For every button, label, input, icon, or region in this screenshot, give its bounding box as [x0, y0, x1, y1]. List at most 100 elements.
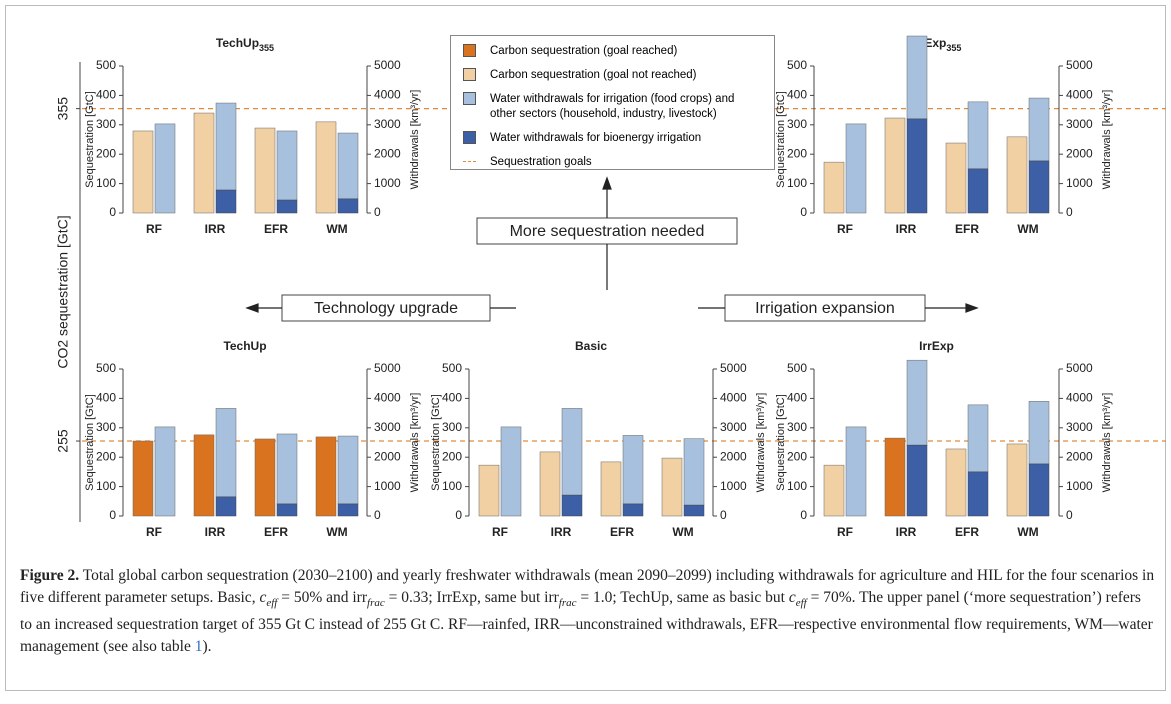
- sequestration-bar: [478, 464, 500, 517]
- annotation-box: [476, 217, 738, 245]
- y2-tick-label: 3000: [1066, 420, 1093, 434]
- y-tick-label: 200: [442, 449, 462, 463]
- legend-item: Sequestration goals: [463, 155, 766, 170]
- legend-item: Water withdrawals for bioenergy irrigati…: [463, 131, 766, 146]
- caption-text: = 50% and irr: [277, 589, 368, 606]
- y2-tick-label: 4000: [1066, 391, 1093, 405]
- x-tick-label: RF: [837, 525, 853, 539]
- y-axis-label: Sequestration [GtC]: [430, 394, 442, 491]
- withdrawal-bioenergy-bar: [622, 503, 644, 517]
- y2-tick-label: 5000: [374, 58, 401, 72]
- withdrawal-bioenergy-bar: [1028, 463, 1050, 517]
- withdrawal-bioenergy-bar: [1028, 160, 1050, 214]
- withdrawal-other-bar: [276, 433, 298, 505]
- y-tick-label: 300: [442, 420, 462, 434]
- y2-tick-label: 2000: [374, 146, 401, 160]
- y-tick-label: 200: [787, 146, 807, 160]
- legend-label: Water withdrawals for irrigation (food c…: [490, 93, 735, 120]
- panel-title: Basic: [575, 339, 607, 353]
- caption-text: frac: [367, 597, 385, 610]
- y2-tick-label: 3000: [374, 117, 401, 131]
- withdrawal-other-bar: [906, 359, 928, 446]
- y2-tick-label: 0: [720, 508, 727, 522]
- y2-tick-label: 2000: [720, 449, 747, 463]
- withdrawal-other-bar: [500, 426, 522, 517]
- co2-tick-label: 355: [55, 97, 71, 121]
- y2-tick-label: 0: [1066, 205, 1073, 219]
- sequestration-bar: [884, 437, 906, 517]
- caption-text: c: [259, 589, 267, 606]
- withdrawal-other-bar: [215, 408, 237, 498]
- legend-swatch: [463, 44, 476, 57]
- panel-title: TechUp355: [216, 36, 274, 53]
- sequestration-bar: [539, 451, 561, 517]
- y-tick-label: 0: [455, 508, 462, 522]
- y2-tick-label: 5000: [1066, 361, 1093, 375]
- withdrawal-other-bar: [1028, 401, 1050, 465]
- y2-tick-label: 5000: [720, 361, 747, 375]
- y2-axis-label: Withdrawals [km³/yr]: [409, 393, 421, 493]
- y-tick-label: 200: [96, 146, 116, 160]
- y-tick-label: 100: [96, 176, 116, 190]
- y2-tick-label: 1000: [374, 479, 401, 493]
- y2-tick-label: 4000: [1066, 88, 1093, 102]
- panel-title: TechUp: [223, 339, 266, 353]
- y2-tick-label: 1000: [1066, 479, 1093, 493]
- caption-text: eff: [795, 597, 807, 610]
- withdrawal-bioenergy-bar: [967, 471, 989, 517]
- withdrawal-other-bar: [906, 35, 928, 120]
- arrow-head: [965, 303, 979, 313]
- panel-title-text: TechUp: [223, 339, 266, 353]
- withdrawal-other-bar: [154, 123, 176, 214]
- caption-text: frac: [558, 597, 577, 610]
- x-tick-label: EFR: [955, 222, 979, 236]
- y-tick-label: 200: [96, 449, 116, 463]
- withdrawal-bioenergy-bar: [215, 496, 237, 517]
- y-tick-label: 100: [96, 479, 116, 493]
- y2-tick-label: 2000: [1066, 449, 1093, 463]
- figure-border: [5, 5, 1166, 691]
- y-axis-label: Sequestration [GtC]: [84, 394, 96, 491]
- withdrawal-bioenergy-bar: [215, 189, 237, 214]
- y2-tick-label: 4000: [374, 88, 401, 102]
- y-tick-label: 400: [787, 391, 807, 405]
- y-tick-label: 100: [787, 479, 807, 493]
- y-tick-label: 300: [96, 420, 116, 434]
- y-tick-label: 500: [96, 58, 116, 72]
- x-tick-label: IRR: [896, 222, 917, 236]
- withdrawal-other-bar: [683, 438, 705, 506]
- legend-swatch: [463, 68, 476, 81]
- withdrawal-other-bar: [845, 123, 867, 214]
- sequestration-bar: [600, 461, 622, 517]
- co2-tick-label: 255: [55, 429, 71, 453]
- y-axis-label: Sequestration [GtC]: [775, 394, 787, 491]
- y-tick-label: 0: [800, 205, 807, 219]
- withdrawal-bioenergy-bar: [276, 503, 298, 517]
- sequestration-bar: [193, 112, 215, 214]
- withdrawal-other-bar: [967, 404, 989, 473]
- y-tick-label: 0: [800, 508, 807, 522]
- x-tick-label: EFR: [264, 525, 288, 539]
- caption-text: Total global carbon sequestration (2030–…: [20, 567, 1155, 606]
- x-tick-label: EFR: [955, 525, 979, 539]
- y-tick-label: 300: [96, 117, 116, 131]
- legend-swatch: [463, 131, 476, 144]
- x-tick-label: RF: [837, 222, 853, 236]
- y-tick-label: 100: [787, 176, 807, 190]
- y-tick-label: 500: [787, 58, 807, 72]
- panel-title-text: TechUp: [216, 36, 259, 50]
- caption: Figure 2. Total global carbon sequestrat…: [20, 565, 1155, 658]
- caption-text: c: [788, 589, 796, 606]
- caption-text: eff: [266, 597, 278, 610]
- legend-item: Carbon sequestration (goal not reached): [463, 68, 766, 83]
- y2-tick-label: 0: [1066, 508, 1073, 522]
- y2-axis-label: Withdrawals [km³/yr]: [1101, 90, 1113, 190]
- arrow-head: [602, 176, 612, 190]
- withdrawal-bioenergy-bar: [276, 199, 298, 214]
- caption-text: ).: [202, 638, 212, 656]
- withdrawal-other-bar: [967, 101, 989, 170]
- sequestration-bar: [884, 117, 906, 214]
- annotation-box: [724, 294, 926, 322]
- legend-label: Water withdrawals for bioenergy irrigati…: [490, 132, 702, 144]
- y2-tick-label: 5000: [1066, 58, 1093, 72]
